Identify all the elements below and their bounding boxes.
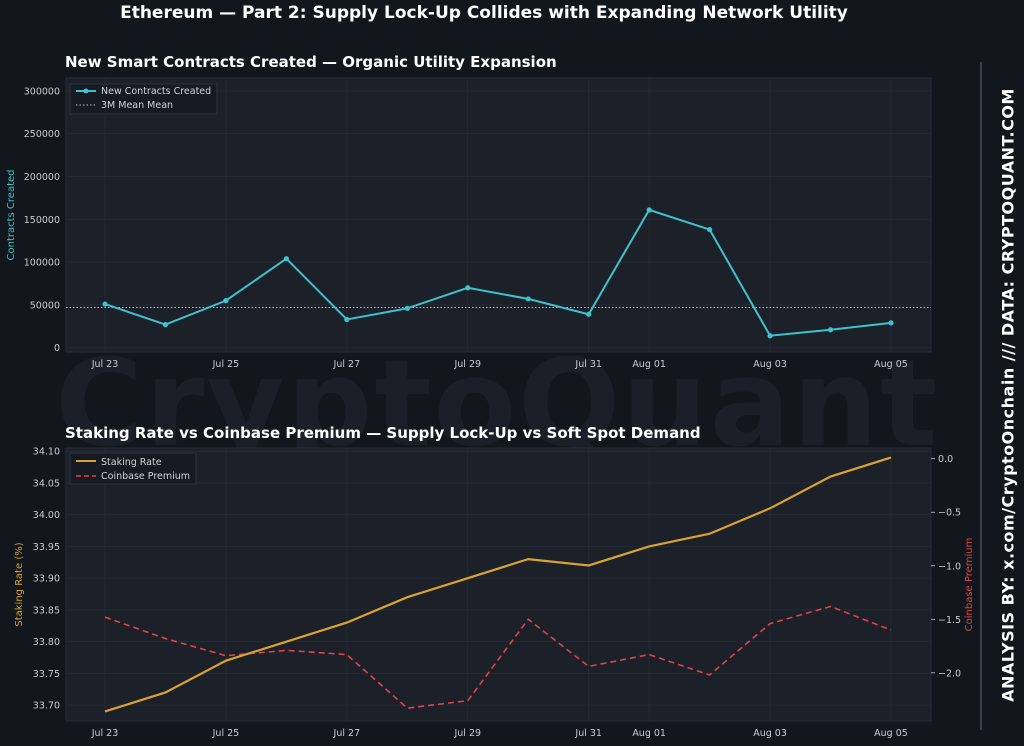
premium-series-line [104,605,892,709]
premium-y-axis: 0.0 −0.5 −1.0 −1.5 −2.0 [931,454,961,679]
staking-legend: Staking Rate Coinbase Premium [69,452,197,485]
contracts-data-point [586,311,592,317]
premium-y-axis-label: Coinbase Premium [964,538,975,632]
staking-x-tick-label: Aug 01 [632,728,666,739]
mean-legend-label: 3M Mean Mean [101,100,173,111]
staking-y-tick-label: 34.00 [33,510,60,521]
contracts-chart: New Smart Contracts Created — Organic Ut… [6,53,932,370]
contracts-legend-box [69,83,218,115]
staking-x-axis: Jul 23 Jul 25 Jul 27 Jul 29 Jul 31 Aug 01 Aug … [91,728,908,739]
contracts-legend-marker [83,88,89,94]
contracts-x-tick-label: Jul 29 [453,359,481,370]
staking-y-tick-label: 34.05 [33,478,60,489]
contracts-data-point [465,285,471,291]
staking-y-tick-label: 33.95 [33,542,60,553]
contracts-y-axis: 0 50000 100000 150000 200000 250000 300000 [24,86,60,354]
contracts-plot-area [65,77,932,353]
contracts-data-point [646,207,652,213]
staking-grid [66,448,931,721]
staking-y-tick-label: 34.10 [33,447,60,458]
staking-y-tick-label: 33.75 [33,669,60,680]
contracts-data-point [404,305,410,311]
contracts-data-point [344,316,350,323]
contracts-x-tick-label: Aug 03 [753,359,787,370]
premium-y-tick-label: −1.0 [938,561,961,572]
contracts-y-tick-label: 250000 [24,129,60,140]
staking-chart-title: Staking Rate vs Coinbase Premium — Suppl… [65,424,701,442]
staking-chart: Staking Rate vs Coinbase Premium — Suppl… [14,424,975,739]
page-title: Ethereum — Part 2: Supply Lock-Up Collid… [120,3,848,23]
staking-x-tick-label: Jul 31 [574,728,602,739]
staking-x-tick-label: Jul 29 [453,728,481,739]
staking-legend-label: Staking Rate [101,457,162,468]
contracts-data-point [827,327,834,333]
staking-legend-box [69,452,197,485]
contracts-legend-label: New Contracts Created [101,86,211,97]
contracts-series-line [104,208,892,337]
contracts-data-point [767,333,773,339]
contracts-y-tick-label: 100000 [24,258,60,269]
staking-x-tick-label: Jul 25 [212,728,240,739]
premium-legend-label: Coinbase Premium [101,471,190,482]
contracts-y-tick-label: 0 [54,343,60,354]
staking-x-tick-label: Aug 03 [753,728,787,739]
contracts-data-point [283,256,289,262]
staking-x-tick-label: Jul 27 [333,728,361,739]
contracts-series-points [102,207,894,339]
staking-y-axis-label: Staking Rate (%) [14,542,25,626]
staking-y-axis: 33.70 33.75 33.80 33.85 33.90 33.95 34.00 34.05… [33,447,60,712]
contracts-x-axis: Jul 23 Jul 25 Jul 27 Jul 29 Jul 31 Aug 01 Aug … [91,359,908,370]
contracts-data-point [707,226,713,233]
contracts-x-tick-label: Jul 27 [333,359,361,370]
contracts-data-point [223,298,229,304]
premium-y-tick-label: −1.5 [938,615,961,626]
staking-y-tick-label: 33.70 [33,701,60,712]
contracts-x-tick-label: Jul 23 [91,359,119,370]
contracts-y-tick-label: 50000 [30,300,60,311]
contracts-legend: New Contracts Created 3M Mean Mean [69,83,218,115]
contracts-y-axis-label: Contracts Created [6,170,17,261]
contracts-x-tick-label: Aug 05 [874,359,908,370]
premium-y-tick-label: −2.0 [938,668,961,679]
contracts-data-point [525,296,531,302]
contracts-data-point [162,322,169,328]
staking-y-tick-label: 33.80 [33,637,60,648]
contracts-data-point [888,320,894,326]
staking-x-tick-label: Jul 23 [91,728,119,739]
staking-y-tick-label: 33.90 [33,574,60,585]
contracts-y-tick-label: 200000 [24,172,60,183]
contracts-x-tick-label: Aug 01 [632,359,666,370]
staking-plot-area [65,447,932,722]
staking-y-tick-label: 33.85 [33,605,60,616]
staking-series-line [104,456,892,713]
premium-y-tick-label: −0.5 [938,508,961,519]
contracts-data-point [102,301,108,307]
contracts-y-tick-label: 150000 [24,215,60,226]
staking-x-tick-label: Aug 05 [874,728,908,739]
contracts-x-tick-label: Jul 25 [212,359,240,370]
contracts-y-tick-label: 300000 [24,86,60,97]
side-divider [980,62,982,730]
contracts-chart-title: New Smart Contracts Created — Organic Ut… [65,53,557,71]
premium-y-tick-label: 0.0 [938,454,953,465]
contracts-x-tick-label: Jul 31 [574,359,602,370]
